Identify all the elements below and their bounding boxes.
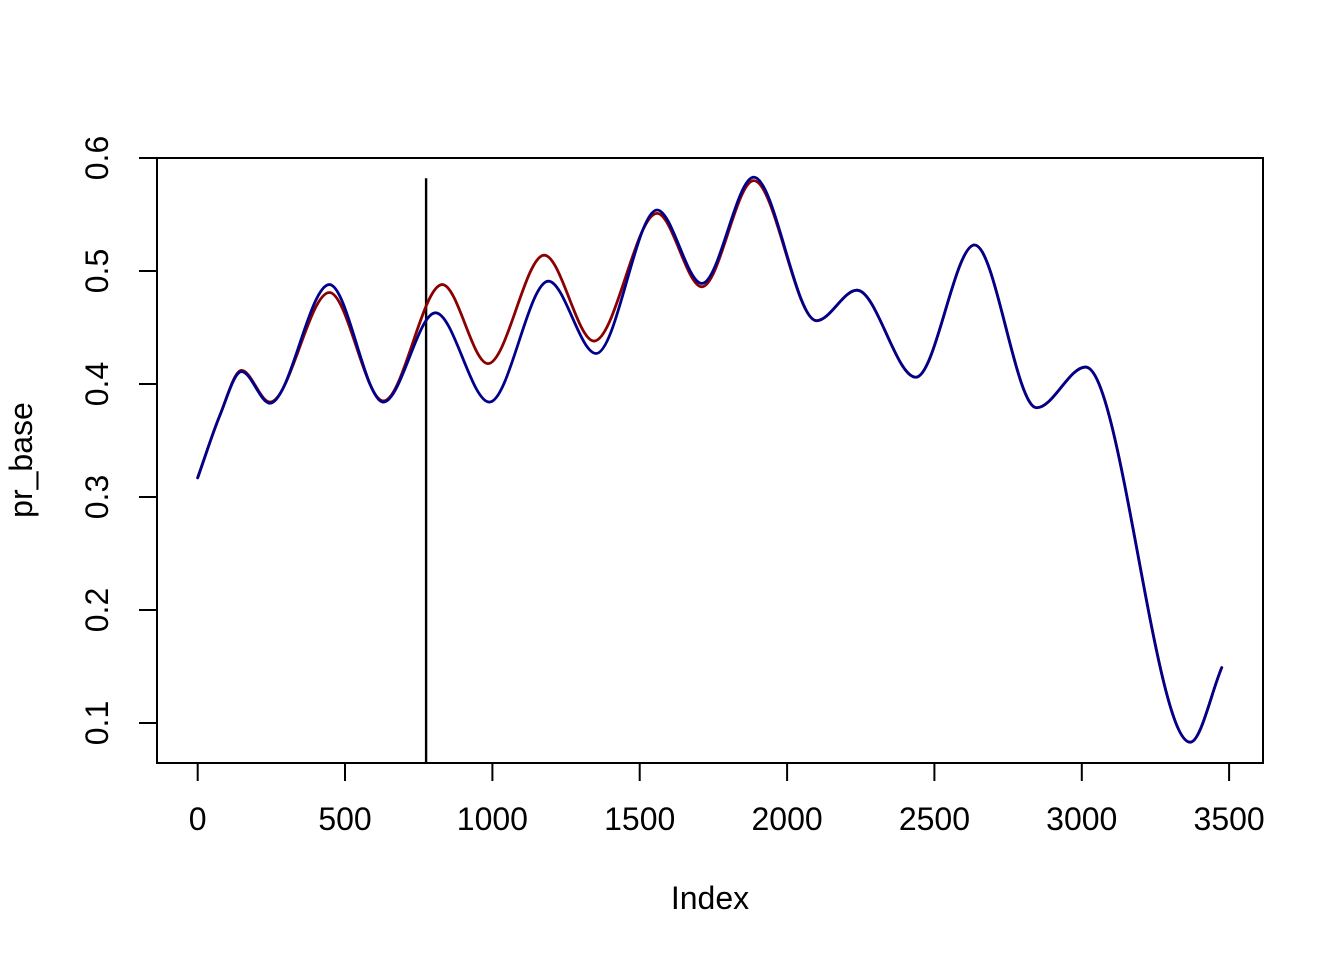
y-tick-label: 0.4 <box>79 361 115 407</box>
y-axis-title: pr_base <box>3 402 39 518</box>
series-line-dark-blue <box>196 175 1224 744</box>
x-tick-label: 2000 <box>751 801 823 837</box>
x-axis-title: Index <box>670 880 750 916</box>
x-tick-label: 1500 <box>604 801 676 837</box>
x-tick-label: 0 <box>188 801 207 837</box>
y-tick-label: 0.3 <box>79 474 115 520</box>
x-tick-label: 500 <box>318 801 372 837</box>
y-tick-label: 0.6 <box>79 135 115 181</box>
y-tick-label: 0.1 <box>79 700 115 746</box>
y-tick-label: 0.2 <box>79 587 115 633</box>
series-line-dark-red <box>196 179 1224 744</box>
y-tick-label: 0.5 <box>79 248 115 294</box>
x-tick-label: 2500 <box>898 801 970 837</box>
plot-frame-box <box>156 157 1264 764</box>
x-tick-label: 1000 <box>456 801 528 837</box>
x-tick-label: 3500 <box>1193 801 1265 837</box>
x-tick-label: 3000 <box>1046 801 1118 837</box>
